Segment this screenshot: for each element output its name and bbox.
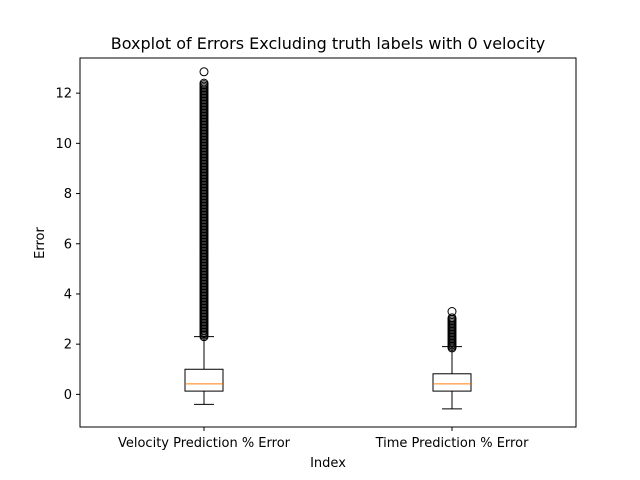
- chart-title: Boxplot of Errors Excluding truth labels…: [111, 34, 546, 53]
- outlier-point: [199, 67, 209, 77]
- x-tick-label: Time Prediction % Error: [375, 436, 529, 451]
- y-tick-label: 10: [55, 137, 72, 152]
- y-tick-label: 8: [64, 187, 72, 202]
- y-axis: 0 2 4 6 8 10 12: [55, 87, 80, 403]
- y-tick-label: 12: [55, 87, 72, 102]
- outlier-point: [447, 313, 457, 323]
- x-tick-label: Velocity Prediction % Error: [118, 436, 291, 451]
- plot-frame: [79, 57, 577, 428]
- y-tick-label: 6: [64, 237, 72, 252]
- box-group: [432, 307, 472, 410]
- box-group: [184, 67, 224, 405]
- x-axis: Velocity Prediction % Error Time Predicti…: [118, 427, 529, 451]
- y-tick-label: 4: [64, 287, 72, 302]
- y-tick-label: 0: [64, 388, 72, 403]
- y-tick-label: 2: [64, 338, 72, 353]
- y-axis-label: Error: [33, 227, 48, 259]
- outlier-point: [199, 78, 209, 88]
- x-axis-label: Index: [310, 456, 346, 471]
- plot-area: [184, 67, 472, 410]
- outlier-point: [447, 307, 457, 317]
- box: [432, 373, 472, 392]
- box: [184, 368, 224, 392]
